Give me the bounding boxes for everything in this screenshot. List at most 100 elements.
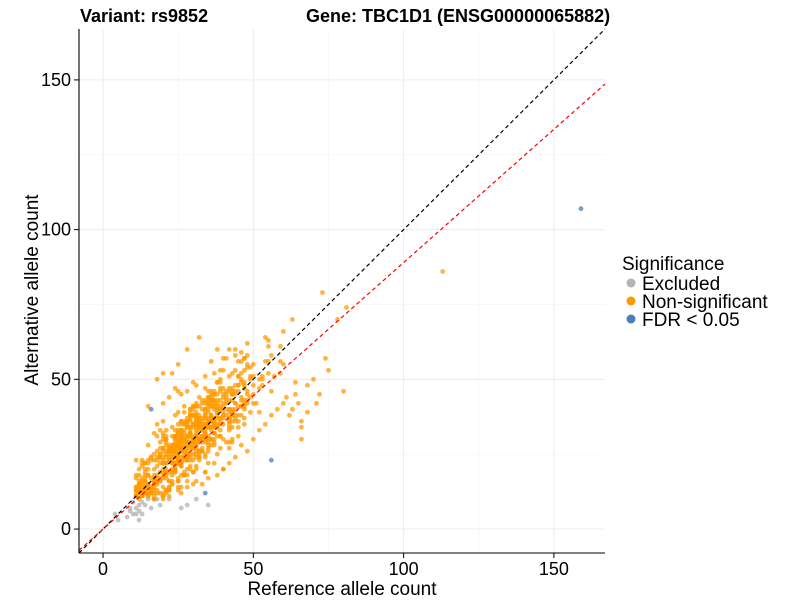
point-non-significant: [187, 466, 193, 472]
point-non-significant: [238, 397, 244, 403]
point-non-significant: [145, 403, 151, 409]
point-non-significant: [250, 361, 256, 367]
point-non-significant: [220, 355, 226, 361]
point-non-significant: [341, 388, 346, 394]
point-non-significant: [151, 451, 157, 457]
point-non-significant: [172, 412, 178, 418]
point-non-significant: [211, 397, 217, 403]
point-non-significant: [187, 406, 193, 412]
point-non-significant: [232, 454, 238, 460]
point-non-significant: [220, 391, 226, 397]
point-non-significant: [196, 424, 202, 430]
point-excluded: [133, 505, 139, 511]
gene-title: Gene: TBC1D1 (ENSG00000065882): [306, 6, 610, 26]
point-non-significant: [142, 460, 148, 466]
reference-line-identity: [78, 28, 606, 554]
ticks: 0 50 100 150 0 50 100 150: [41, 70, 569, 579]
point-non-significant: [154, 457, 160, 463]
point-excluded: [133, 511, 139, 517]
point-non-significant: [139, 457, 145, 463]
point-non-significant: [235, 424, 241, 430]
point-non-significant: [274, 406, 280, 412]
point-non-significant: [172, 385, 178, 391]
point-excluded: [205, 502, 211, 508]
point-non-significant: [226, 427, 232, 433]
point-excluded: [124, 514, 130, 520]
point-non-significant: [178, 430, 184, 436]
point-non-significant: [226, 346, 232, 352]
point-non-significant: [250, 400, 256, 406]
point-non-significant: [296, 400, 301, 406]
point-non-significant: [184, 415, 190, 421]
point-non-significant: [226, 460, 232, 466]
point-non-significant: [163, 427, 169, 433]
legend: Significance Excluded Non-significant FD…: [622, 254, 768, 331]
point-non-significant: [133, 475, 139, 481]
point-non-significant: [199, 436, 205, 442]
x-tick-label: 150: [539, 559, 569, 579]
point-non-significant: [157, 460, 163, 466]
point-non-significant: [262, 421, 268, 427]
point-non-significant: [235, 373, 241, 379]
point-non-significant: [232, 346, 238, 352]
point-non-significant: [187, 433, 193, 439]
point-non-significant: [265, 338, 271, 343]
point-non-significant: [256, 427, 262, 433]
point-fdr-0-05: [202, 490, 208, 496]
point-excluded: [157, 502, 163, 508]
point-non-significant: [223, 439, 229, 445]
legend-swatch-fdr: [626, 314, 636, 324]
point-non-significant: [238, 358, 244, 364]
point-non-significant: [154, 463, 160, 469]
axes: [78, 29, 605, 554]
point-non-significant: [226, 373, 232, 379]
point-non-significant: [440, 269, 446, 274]
point-non-significant: [229, 370, 235, 376]
point-non-significant: [139, 463, 145, 469]
point-non-significant: [238, 349, 244, 355]
point-non-significant: [139, 478, 145, 484]
point-non-significant: [202, 406, 208, 412]
data-points: [112, 206, 584, 523]
point-non-significant: [184, 478, 190, 484]
point-non-significant: [217, 418, 223, 424]
point-non-significant: [154, 487, 160, 493]
point-non-significant: [193, 463, 199, 469]
point-non-significant: [217, 367, 223, 373]
point-non-significant: [154, 376, 160, 382]
point-non-significant: [205, 460, 211, 466]
point-non-significant: [217, 445, 223, 451]
point-non-significant: [250, 382, 256, 388]
point-non-significant: [220, 415, 226, 421]
point-excluded: [139, 499, 145, 505]
point-non-significant: [229, 424, 235, 430]
point-non-significant: [247, 409, 253, 415]
point-non-significant: [202, 469, 208, 475]
point-non-significant: [151, 496, 157, 502]
point-non-significant: [320, 290, 325, 295]
point-fdr-0-05: [578, 206, 584, 212]
point-excluded: [136, 502, 142, 508]
point-non-significant: [160, 484, 166, 490]
y-tick-label: 100: [41, 220, 71, 240]
point-non-significant: [187, 451, 193, 457]
point-non-significant: [220, 400, 226, 406]
point-non-significant: [290, 406, 295, 412]
point-non-significant: [217, 397, 223, 403]
point-non-significant: [166, 394, 172, 400]
point-non-significant: [160, 490, 166, 496]
point-non-significant: [244, 397, 250, 403]
point-non-significant: [280, 400, 286, 406]
y-tick-label: 50: [51, 369, 71, 389]
point-non-significant: [293, 379, 298, 385]
point-non-significant: [268, 388, 274, 394]
point-non-significant: [323, 355, 328, 361]
point-non-significant: [268, 412, 274, 418]
point-non-significant: [133, 484, 139, 490]
point-non-significant: [160, 400, 166, 406]
point-non-significant: [241, 415, 247, 421]
point-non-significant: [226, 397, 232, 403]
point-excluded: [139, 511, 145, 517]
point-non-significant: [226, 388, 232, 394]
point-non-significant: [151, 466, 157, 472]
